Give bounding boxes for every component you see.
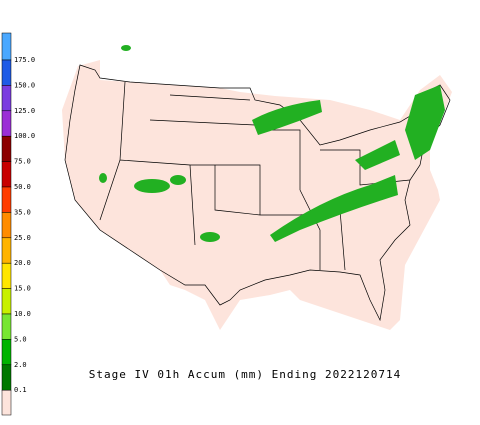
- legend-swatch: [1, 186, 12, 213]
- legend-label: 75.0: [14, 158, 31, 166]
- legend-label: 150.0: [14, 81, 35, 89]
- legend-swatch: [1, 161, 12, 188]
- legend-swatch: [1, 110, 12, 137]
- legend-label: 20.0: [14, 259, 31, 267]
- legend-label: 15.0: [14, 285, 31, 293]
- analysis-domain: [62, 60, 452, 330]
- legend: 175.0 150.0 125.0 100.0 75.0 50.0 35.0 25.0 20.0…: [1, 32, 35, 416]
- legend-label: 0.1: [14, 386, 27, 394]
- legend-label: 50.0: [14, 183, 31, 191]
- legend-label: 2.0: [14, 361, 27, 369]
- legend-swatch: [1, 212, 12, 239]
- legend-swatch: [1, 288, 12, 315]
- legend-swatch: [1, 262, 12, 289]
- legend-label: 35.0: [14, 208, 31, 216]
- caption: Stage IV 01h Accum (mm) Ending 202212071…: [89, 368, 402, 381]
- legend-label: 175.0: [14, 56, 35, 64]
- legend-swatch: [1, 59, 12, 86]
- legend-swatch: [1, 85, 12, 112]
- legend-swatch: [1, 237, 12, 264]
- legend-label: 100.0: [14, 132, 35, 140]
- legend-label: 5.0: [14, 335, 27, 343]
- legend-label: 125.0: [14, 107, 35, 115]
- legend-label: 25.0: [14, 234, 31, 242]
- legend-swatch: [1, 389, 12, 416]
- legend-swatch: [1, 313, 12, 340]
- legend-swatch: [1, 135, 12, 162]
- legend-swatch: [1, 364, 12, 391]
- legend-swatch: [1, 32, 12, 61]
- legend-label: 10.0: [14, 310, 31, 318]
- legend-swatch: [1, 339, 12, 366]
- precip-areas: [99, 45, 445, 242]
